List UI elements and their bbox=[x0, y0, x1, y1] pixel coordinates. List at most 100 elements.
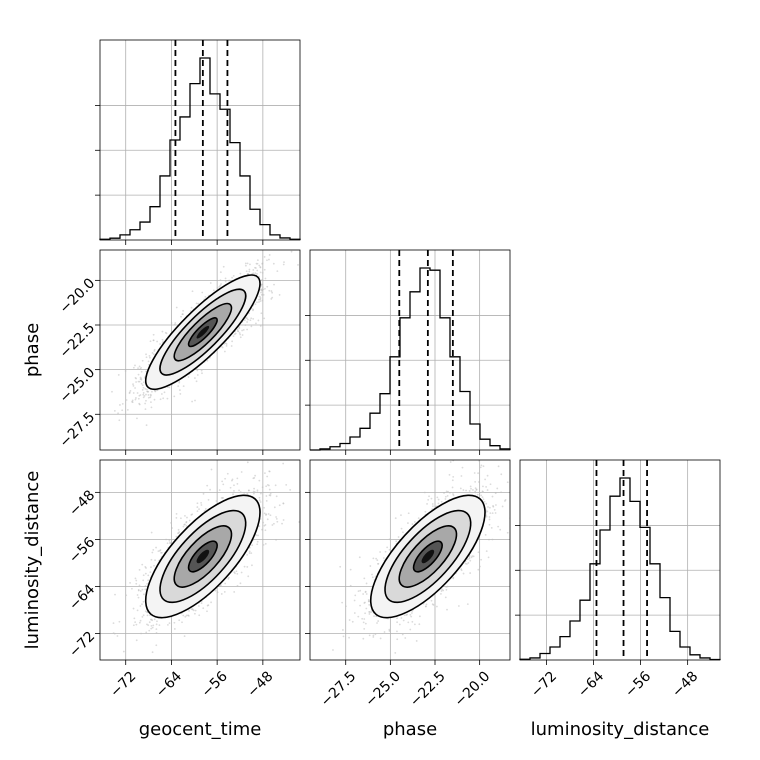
sample-point bbox=[152, 548, 155, 551]
sample-point bbox=[257, 534, 259, 537]
sample-point bbox=[256, 273, 258, 275]
sample-point bbox=[147, 360, 150, 363]
sample-point bbox=[275, 495, 278, 498]
sample-point bbox=[152, 333, 155, 336]
sample-point bbox=[248, 546, 251, 549]
sample-point bbox=[506, 531, 509, 534]
sample-point bbox=[275, 518, 278, 520]
sample-point bbox=[234, 572, 236, 575]
sample-point bbox=[244, 264, 247, 267]
sample-point bbox=[142, 614, 145, 617]
sample-point bbox=[144, 588, 147, 591]
sample-point bbox=[368, 600, 370, 603]
sample-point bbox=[145, 356, 148, 359]
sample-point bbox=[151, 352, 154, 354]
sample-point bbox=[181, 313, 184, 316]
sample-point bbox=[432, 505, 434, 508]
sample-point bbox=[365, 593, 368, 595]
sample-point bbox=[126, 408, 129, 411]
sample-point bbox=[88, 406, 90, 408]
sample-point bbox=[270, 451, 272, 453]
sample-point bbox=[144, 565, 147, 568]
sample-point bbox=[136, 417, 138, 420]
sample-point bbox=[138, 621, 141, 624]
sample-point bbox=[206, 610, 208, 613]
sample-point bbox=[192, 609, 195, 612]
sample-point bbox=[166, 397, 169, 400]
sample-point bbox=[258, 525, 261, 528]
sample-point bbox=[141, 603, 143, 606]
sample-point bbox=[161, 338, 164, 341]
sample-point bbox=[263, 506, 265, 509]
sample-point bbox=[282, 502, 285, 505]
sample-point bbox=[268, 258, 270, 261]
sample-point bbox=[141, 359, 144, 362]
sample-point bbox=[267, 445, 269, 447]
sample-point bbox=[445, 490, 448, 493]
sample-point bbox=[139, 605, 142, 607]
sample-point bbox=[282, 462, 285, 465]
sample-point bbox=[251, 544, 254, 547]
sample-point bbox=[265, 485, 268, 488]
sample-point bbox=[153, 618, 156, 621]
sample-point bbox=[290, 243, 292, 245]
sample-point bbox=[141, 388, 144, 391]
sample-point bbox=[191, 290, 194, 293]
sample-point bbox=[177, 528, 180, 531]
density-layer bbox=[88, 243, 510, 654]
sample-point bbox=[259, 266, 262, 269]
sample-point bbox=[195, 380, 198, 383]
sample-point bbox=[196, 368, 199, 371]
sample-point bbox=[159, 343, 161, 345]
sample-point bbox=[258, 496, 261, 499]
sample-point bbox=[196, 374, 199, 376]
sample-point bbox=[117, 412, 119, 415]
sample-point bbox=[118, 620, 121, 623]
sample-point bbox=[173, 621, 176, 624]
sample-point bbox=[248, 270, 251, 273]
sample-point bbox=[222, 496, 224, 499]
sample-point bbox=[209, 488, 211, 491]
sample-point bbox=[200, 369, 203, 372]
sample-point bbox=[155, 546, 157, 549]
sample-point bbox=[157, 550, 160, 553]
sample-point bbox=[178, 389, 181, 391]
sample-point bbox=[256, 262, 259, 265]
sample-point bbox=[150, 627, 153, 630]
sample-point bbox=[177, 385, 180, 388]
sample-point bbox=[197, 605, 200, 607]
sample-point bbox=[175, 306, 178, 309]
sample-point bbox=[274, 484, 277, 487]
sample-point bbox=[134, 621, 137, 624]
sample-point bbox=[260, 293, 263, 296]
sample-point bbox=[278, 294, 281, 296]
sample-point bbox=[160, 551, 162, 554]
sample-point bbox=[184, 514, 186, 517]
sample-point bbox=[219, 284, 222, 287]
sample-point bbox=[139, 590, 142, 592]
sample-point bbox=[190, 306, 193, 309]
sample-point bbox=[264, 542, 267, 545]
sample-point bbox=[166, 542, 169, 545]
sample-point bbox=[367, 598, 370, 601]
sample-point bbox=[273, 506, 276, 509]
sample-point bbox=[150, 566, 152, 569]
sample-point bbox=[290, 250, 293, 253]
sample-point bbox=[139, 394, 142, 396]
sample-point bbox=[135, 579, 138, 582]
sample-point bbox=[264, 287, 266, 290]
sample-point bbox=[132, 392, 135, 394]
sample-point bbox=[153, 564, 155, 567]
sample-point bbox=[145, 631, 148, 634]
sample-point bbox=[140, 382, 143, 385]
sample-point bbox=[147, 394, 150, 396]
sample-point bbox=[166, 623, 169, 626]
sample-point bbox=[185, 524, 188, 527]
sample-point bbox=[241, 334, 244, 336]
sample-point bbox=[145, 370, 147, 373]
sample-point bbox=[238, 326, 241, 328]
sample-point bbox=[149, 340, 152, 343]
sample-point bbox=[152, 624, 155, 627]
sample-point bbox=[273, 243, 275, 245]
sample-point bbox=[263, 256, 266, 258]
